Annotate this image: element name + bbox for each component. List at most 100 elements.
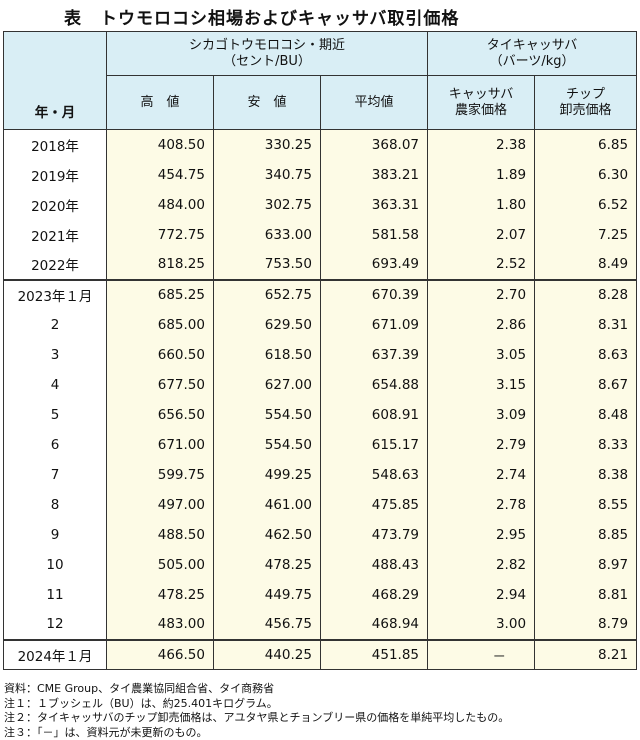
cell-avg: 671.09 (319, 309, 429, 340)
cell-farm: 2.74 (427, 459, 535, 490)
cell-high: 497.00 (106, 489, 214, 520)
cell-farm: 2.94 (427, 579, 535, 610)
header-thai-cassava-unit: （バーツ/kg） (489, 53, 575, 69)
cell-high: 478.25 (106, 579, 214, 610)
row-label: 9 (3, 519, 107, 550)
table-row: 2020年 484.00 302.75 363.31 1.80 6.52 (3, 189, 638, 220)
header-farm-price-l1: キャッサバ (448, 86, 514, 102)
cell-avg: 468.29 (319, 579, 429, 610)
row-label: 2021年 (3, 219, 107, 250)
cell-high: 772.75 (106, 219, 214, 250)
row-label: 2023年１月 (3, 278, 107, 310)
header-low: 安 値 (213, 75, 321, 130)
header-high: 高 値 (106, 75, 214, 130)
cell-chip: 6.52 (534, 189, 638, 220)
cell-farm: 3.05 (427, 339, 535, 370)
cell-chip: 8.38 (534, 459, 638, 490)
row-label: 7 (3, 459, 107, 490)
cell-low: 554.50 (213, 399, 321, 430)
cell-low: 449.75 (213, 579, 321, 610)
cell-chip: 8.81 (534, 579, 638, 610)
cell-chip: 8.63 (534, 339, 638, 370)
cell-low: 478.25 (213, 549, 321, 580)
table-row: 2019年 454.75 340.75 383.21 1.89 6.30 (3, 159, 638, 190)
header-thai-cassava: タイキャッサバ （バーツ/kg） (427, 31, 638, 76)
cell-chip: 8.49 (534, 249, 638, 280)
header-average: 平均値 (319, 75, 429, 130)
table-row: 5 656.50 554.50 608.91 3.09 8.48 (3, 399, 638, 430)
row-label: 2024年１月 (3, 638, 107, 670)
cell-chip: 6.85 (534, 129, 638, 160)
table-row: 9 488.50 462.50 473.79 2.95 8.85 (3, 519, 638, 550)
cell-high: 671.00 (106, 429, 214, 460)
header-thai-cassava-label: タイキャッサバ (486, 37, 578, 53)
table-row: 11 478.25 449.75 468.29 2.94 8.81 (3, 579, 638, 610)
table-row: 4 677.50 627.00 654.88 3.15 8.67 (3, 369, 638, 400)
cell-high: 454.75 (106, 159, 214, 190)
cell-chip: 8.85 (534, 519, 638, 550)
row-label: 3 (3, 339, 107, 370)
cell-high: 685.00 (106, 309, 214, 340)
cell-high: 677.50 (106, 369, 214, 400)
row-label: 11 (3, 579, 107, 610)
header-high-label: 高 値 (140, 94, 180, 110)
header-chicago-corn: シカゴトウモロコシ・期近 （セント/BU） (105, 31, 429, 76)
row-label: 2020年 (3, 189, 107, 220)
cell-low: 633.00 (213, 219, 321, 250)
cell-chip: 8.48 (534, 399, 638, 430)
cell-farm: 2.70 (427, 278, 535, 310)
cell-high: 408.50 (106, 129, 214, 160)
cell-farm: 2.52 (427, 249, 535, 280)
table-row: 2023年１月 685.25 652.75 670.39 2.70 8.28 (3, 278, 638, 310)
header-chicago-corn-unit: （セント/BU） (223, 53, 311, 69)
header-chip-price-l1: チップ (566, 86, 606, 102)
cell-farm: 2.38 (427, 129, 535, 160)
cell-avg: 608.91 (319, 399, 429, 430)
cell-avg: 615.17 (319, 429, 429, 460)
header-year-month: 年・月 (3, 31, 107, 130)
cell-high: 488.50 (106, 519, 214, 550)
cell-low: 627.00 (213, 369, 321, 400)
cell-low: 302.75 (213, 189, 321, 220)
cell-avg: 473.79 (319, 519, 429, 550)
row-label: 2018年 (3, 129, 107, 160)
cell-low: 330.25 (213, 129, 321, 160)
cell-avg: 383.21 (319, 159, 429, 190)
cell-farm: － (427, 638, 535, 670)
header-low-label: 安 値 (247, 94, 287, 110)
cell-avg: 368.07 (319, 129, 429, 160)
cell-low: 340.75 (213, 159, 321, 190)
cell-low: 456.75 (213, 609, 321, 640)
table-title: 表 トウモロコシ相場およびキャッサバ取引価格 (64, 9, 460, 29)
cell-high: 685.25 (106, 278, 214, 310)
cell-avg: 548.63 (319, 459, 429, 490)
cell-high: 599.75 (106, 459, 214, 490)
header-chicago-corn-label: シカゴトウモロコシ・期近 (189, 37, 346, 53)
table-row: 2022年 818.25 753.50 693.49 2.52 8.49 (3, 249, 638, 280)
row-label: 10 (3, 549, 107, 580)
notes: 資料：CME Group、タイ農業協同組合省、タイ商務省 注１：１ブッシェル（B… (4, 682, 509, 740)
cell-high: 505.00 (106, 549, 214, 580)
table-row: 12 483.00 456.75 468.94 3.00 8.79 (3, 609, 638, 640)
cell-low: 652.75 (213, 278, 321, 310)
cell-high: 484.00 (106, 189, 214, 220)
table-row: 2018年 408.50 330.25 368.07 2.38 6.85 (3, 129, 638, 160)
cell-chip: 7.25 (534, 219, 638, 250)
cell-high: 660.50 (106, 339, 214, 370)
cell-farm: 3.15 (427, 369, 535, 400)
cell-low: 629.50 (213, 309, 321, 340)
cell-chip: 8.28 (534, 278, 638, 310)
cell-chip: 6.30 (534, 159, 638, 190)
cell-avg: 637.39 (319, 339, 429, 370)
row-label: 2 (3, 309, 107, 340)
row-label: 6 (3, 429, 107, 460)
note-source: 資料：CME Group、タイ農業協同組合省、タイ商務省 (4, 682, 275, 695)
cell-high: 466.50 (106, 638, 214, 670)
cell-farm: 3.09 (427, 399, 535, 430)
cell-farm: 2.95 (427, 519, 535, 550)
note-3: 注３：「－」は、資料元が未更新のもの。 (4, 725, 208, 739)
header-farm-price: キャッサバ 農家価格 (427, 75, 536, 130)
cell-farm: 2.78 (427, 489, 535, 520)
cell-chip: 8.67 (534, 369, 638, 400)
cell-high: 656.50 (106, 399, 214, 430)
